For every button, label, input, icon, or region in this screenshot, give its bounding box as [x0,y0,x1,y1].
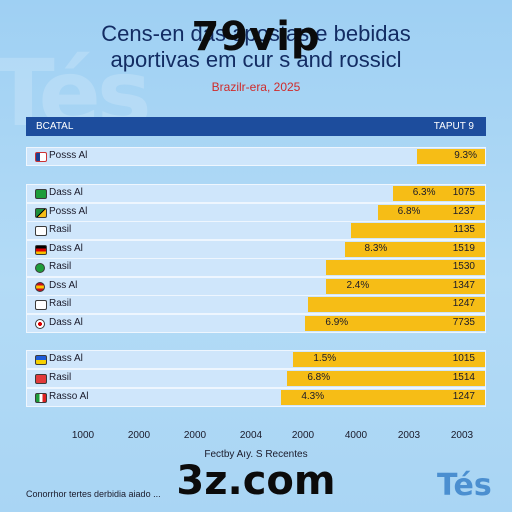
spain-flag-icon [35,282,45,292]
chart-title-line1: Cens-en das apostas e bebidas [101,21,411,46]
row-value: 1135 [453,224,475,235]
header-right-label: TAPUT 9 [433,121,474,132]
x-tick-label: 4000 [344,430,368,441]
green-flag-icon [35,189,47,199]
italy-flag-icon [35,393,47,403]
table-row: Dass Al 6.9% 7735 [26,314,486,333]
row-label: Dass Al [49,353,83,364]
table-row: Rasil 6.8% 1514 [26,369,486,388]
row-value: 7735 [452,317,475,328]
bar [308,297,485,312]
bar-data-label: 8.3% [364,243,388,254]
x-tick-label: 2000 [127,430,151,441]
bar-data-label: 6.8% [307,372,331,383]
table-row: Dass Al 1.5% 1015 [26,350,486,369]
table-row: Posss Al 9.3% [26,147,486,166]
bar-data-label: 1.5% [313,353,337,364]
bar [293,352,485,367]
brazil-flag-icon [35,263,45,273]
row-label: Dass Al [49,317,83,328]
bar-data-label: 2.4% [346,280,370,291]
table-row: Rasil 1530 [26,258,486,277]
row-label: Posss Al [49,150,88,161]
us-flag-icon [35,152,47,162]
row-value: 1519 [452,243,475,254]
row-value: 1347 [452,280,475,291]
bar-data-label: 6.8% [397,206,421,217]
chart-subtitle: Brazilr-era, 2025 [211,80,301,94]
table-row: Dass Al 8.3% 1519 [26,240,486,259]
bar [416,149,485,164]
bar [344,242,485,257]
plain-flag-icon [35,226,47,236]
row-label: Rasil [49,372,72,383]
row-label: Rasil [49,224,72,235]
row-label: Posss Al [49,206,88,217]
table-row: Rasil 1247 [26,295,486,314]
bar [326,279,485,294]
bar [305,316,485,331]
red-flag-icon [35,374,47,384]
bar [377,205,485,220]
watermark-top: 79vip [191,14,321,60]
watermark-bottom: 3z.com [176,458,336,504]
row-label: Rasso Al [49,391,89,402]
japan-flag-icon [35,319,45,329]
jamaica-flag-icon [35,208,47,218]
bar-data-label: 9.3% [454,150,477,161]
x-tick-label: 1000 [71,430,95,441]
row-label: Rasil [49,298,72,309]
x-tick-label: 2000 [291,430,315,441]
row-value: 1237 [452,206,475,217]
bar [350,223,485,238]
row-value: 1247 [452,298,475,309]
bar-data-label: 6.9% [325,317,349,328]
bar [326,260,485,275]
table-header: BCATAL TAPUT 9 [26,117,486,136]
row-label: Rasil [49,261,72,272]
corner-logo: Tés [437,468,492,503]
germany-flag-icon [35,245,47,255]
bar [392,186,485,201]
ukraine-flag-icon [35,355,47,365]
row-label: Dass Al [49,187,83,198]
table-row: Dss Al 2.4% 1347 [26,277,486,296]
table-row: Posss Al 6.8% 1237 [26,203,486,222]
chart-title-line2: aportivas em cur s and rossicl [110,47,402,72]
header-left-label: BCATAL [36,121,74,132]
row-value: 1247 [452,391,475,402]
x-tick-label: 2003 [450,430,474,441]
x-tick-label: 2003 [397,430,421,441]
row-value: 1530 [452,261,475,272]
table-row: Rasso Al 4.3% 1247 [26,388,486,407]
bar-data-label: 6.3% [412,187,436,198]
footer-note: Conorrhor tertes derbidia aiado ... [26,489,161,499]
row-value: 1015 [452,353,475,364]
table-row: Dass Al 6.3% 1075 [26,184,486,203]
x-tick-label: 2000 [183,430,207,441]
row-label: Dass Al [49,243,83,254]
bar [281,390,485,405]
source-label: Fectby Aıy. S Recentes [204,449,308,460]
bar [287,371,485,386]
row-value: 1075 [452,187,475,198]
plain-flag-icon [35,300,47,310]
bar-data-label: 4.3% [301,391,325,402]
row-value: 1514 [452,372,475,383]
row-label: Dss Al [49,280,78,291]
x-tick-label: 2004 [239,430,263,441]
table-row: Rasil 1135 [26,221,486,240]
